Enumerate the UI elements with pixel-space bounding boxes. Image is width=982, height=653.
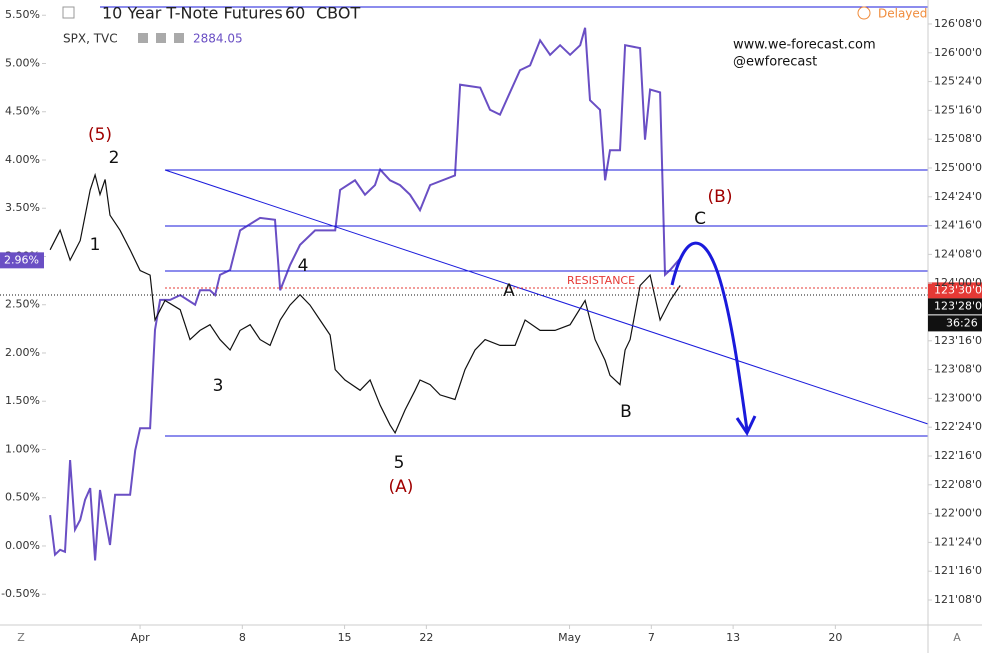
y2-tick-label: 124'00'0 — [934, 276, 982, 289]
wave-label: 2 — [109, 148, 120, 168]
wave-label: A — [503, 281, 515, 301]
series-line — [49, 27, 681, 561]
compare-symbol[interactable]: SPX, TVC — [63, 32, 118, 46]
x-tick-label: 15 — [338, 631, 352, 644]
y-tick-label: 5.00% — [5, 56, 40, 69]
projection-arrow — [670, 241, 749, 431]
x-tick-label: 8 — [239, 631, 246, 644]
y-tick-label: 0.00% — [5, 539, 40, 552]
y2-tick-label: 124'24'0 — [934, 190, 982, 203]
y2-tick-label: 126'00'0 — [934, 46, 982, 59]
y-tick-label: 5.50% — [5, 8, 40, 21]
price-tag — [0, 252, 44, 269]
x-tick-label: 13 — [726, 631, 740, 644]
wave-label: 3 — [213, 376, 224, 396]
watermark: www.we-forecast.com — [733, 38, 876, 53]
wave-label: 4 — [298, 256, 309, 276]
y-tick-label: -0.50% — [1, 587, 40, 600]
exchange[interactable]: CBOT — [316, 4, 360, 23]
x-tick-label: Apr — [131, 631, 151, 644]
price-tag — [928, 298, 982, 315]
y2-tick-label: 121'24'0 — [934, 535, 982, 548]
y2-tick-label: 121'08'0 — [934, 593, 982, 606]
y-tick-label: 2.00% — [5, 346, 40, 359]
countdown: 36:26 — [946, 316, 978, 329]
price-tag-label: 2.96% — [4, 253, 39, 266]
y2-tick-label: 126'08'0 — [934, 17, 982, 30]
y2-tick-label: 125'08'0 — [934, 132, 982, 145]
wave-label: (B) — [708, 187, 733, 207]
delayed-icon — [857, 6, 871, 20]
y-tick-label: 4.50% — [5, 105, 40, 118]
y-tick-label: 0.50% — [5, 491, 40, 504]
symbol-title[interactable]: 10 Year T-Note Futures — [102, 4, 283, 23]
y2-tick-label: 125'00'0 — [934, 161, 982, 174]
y-tick-label: 3.50% — [5, 201, 40, 214]
x-tick-label: 7 — [648, 631, 655, 644]
trend-line — [164, 169, 929, 425]
collapse-button[interactable] — [62, 6, 75, 19]
settings-button[interactable] — [156, 33, 166, 43]
y2-tick-label: 122'00'0 — [934, 507, 982, 520]
wave-label: C — [694, 209, 706, 229]
price-tag — [928, 282, 982, 299]
x-tick-label: May — [558, 631, 581, 644]
remove-button[interactable] — [174, 33, 184, 43]
y2-tick-label: 121'16'0 — [934, 564, 982, 577]
y-tick-label: 1.00% — [5, 442, 40, 455]
drawings — [0, 6, 929, 437]
y-tick-label: 4.00% — [5, 153, 40, 166]
compare-value: 2884.05 — [193, 32, 243, 46]
wave-label: (A) — [389, 477, 414, 497]
y2-tick-label: 123'16'0 — [934, 334, 982, 347]
wave-label: B — [620, 402, 632, 422]
arrow-head — [735, 415, 757, 437]
y2-tick-label: 123'08'0 — [934, 363, 982, 376]
delayed-status: Delayed — [878, 7, 927, 21]
y2-tick-label: 122'08'0 — [934, 478, 982, 491]
x-tick-label: 22 — [419, 631, 433, 644]
y2-tick-label: 122'16'0 — [934, 449, 982, 462]
series-line — [49, 172, 681, 435]
button[interactable]: Z — [17, 631, 25, 644]
y2-tick-label: 124'08'0 — [934, 247, 982, 260]
price-tags: 2.96% 123'30'0 123'28'0 36:26 — [0, 252, 982, 332]
wave-label: (5) — [88, 125, 112, 145]
watermark: @ewforecast — [733, 55, 817, 70]
price-tag-label: 123'28'0 — [934, 299, 982, 312]
y-tick-label: 2.50% — [5, 298, 40, 311]
plot-area: -0.50%0.00%0.50%1.00%1.50%2.00%2.50%3.00… — [1, 8, 681, 600]
y2-tick-label: 123'00'0 — [934, 391, 982, 404]
countdown-box — [928, 315, 982, 332]
wave-label: 1 — [90, 235, 101, 255]
wave-label: 5 — [394, 453, 405, 473]
y-tick-label: 1.50% — [5, 394, 40, 407]
y2-tick-label: 124'16'0 — [934, 219, 982, 232]
price-tag-label: 123'30'0 — [934, 283, 982, 296]
button[interactable]: A — [953, 631, 961, 644]
y2-tick-label: 125'16'0 — [934, 103, 982, 116]
y2-tick-label: 125'24'0 — [934, 75, 982, 88]
y2-tick-label: 122'24'0 — [934, 420, 982, 433]
eye-button[interactable] — [138, 33, 148, 43]
x-tick-label: 20 — [828, 631, 842, 644]
interval[interactable]: 60 — [285, 4, 305, 23]
resistance-label: RESISTANCE — [567, 274, 635, 287]
